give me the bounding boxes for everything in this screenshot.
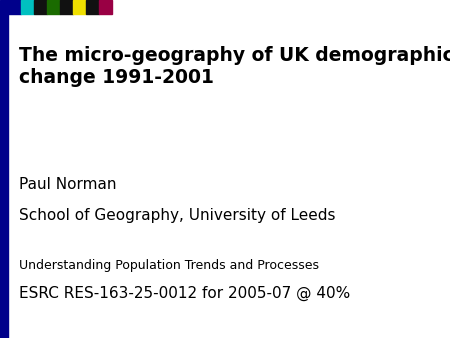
Bar	[60, 0, 73, 14]
Bar	[21, 0, 34, 14]
Bar	[73, 0, 86, 14]
Text: The micro-geography of UK demographic
change 1991-2001: The micro-geography of UK demographic ch…	[19, 46, 450, 88]
Text: ESRC RES-163-25-0012 for 2005-07 @ 40%: ESRC RES-163-25-0012 for 2005-07 @ 40%	[19, 286, 350, 301]
Text: Paul Norman: Paul Norman	[19, 177, 117, 192]
Text: School of Geography, University of Leeds: School of Geography, University of Leeds	[19, 208, 335, 223]
Bar	[0, 0, 8, 338]
Bar	[34, 0, 47, 14]
Bar	[86, 0, 99, 14]
Bar	[47, 0, 60, 14]
Bar	[8, 0, 21, 14]
Bar	[99, 0, 112, 14]
Text: Understanding Population Trends and Processes: Understanding Population Trends and Proc…	[19, 259, 319, 271]
